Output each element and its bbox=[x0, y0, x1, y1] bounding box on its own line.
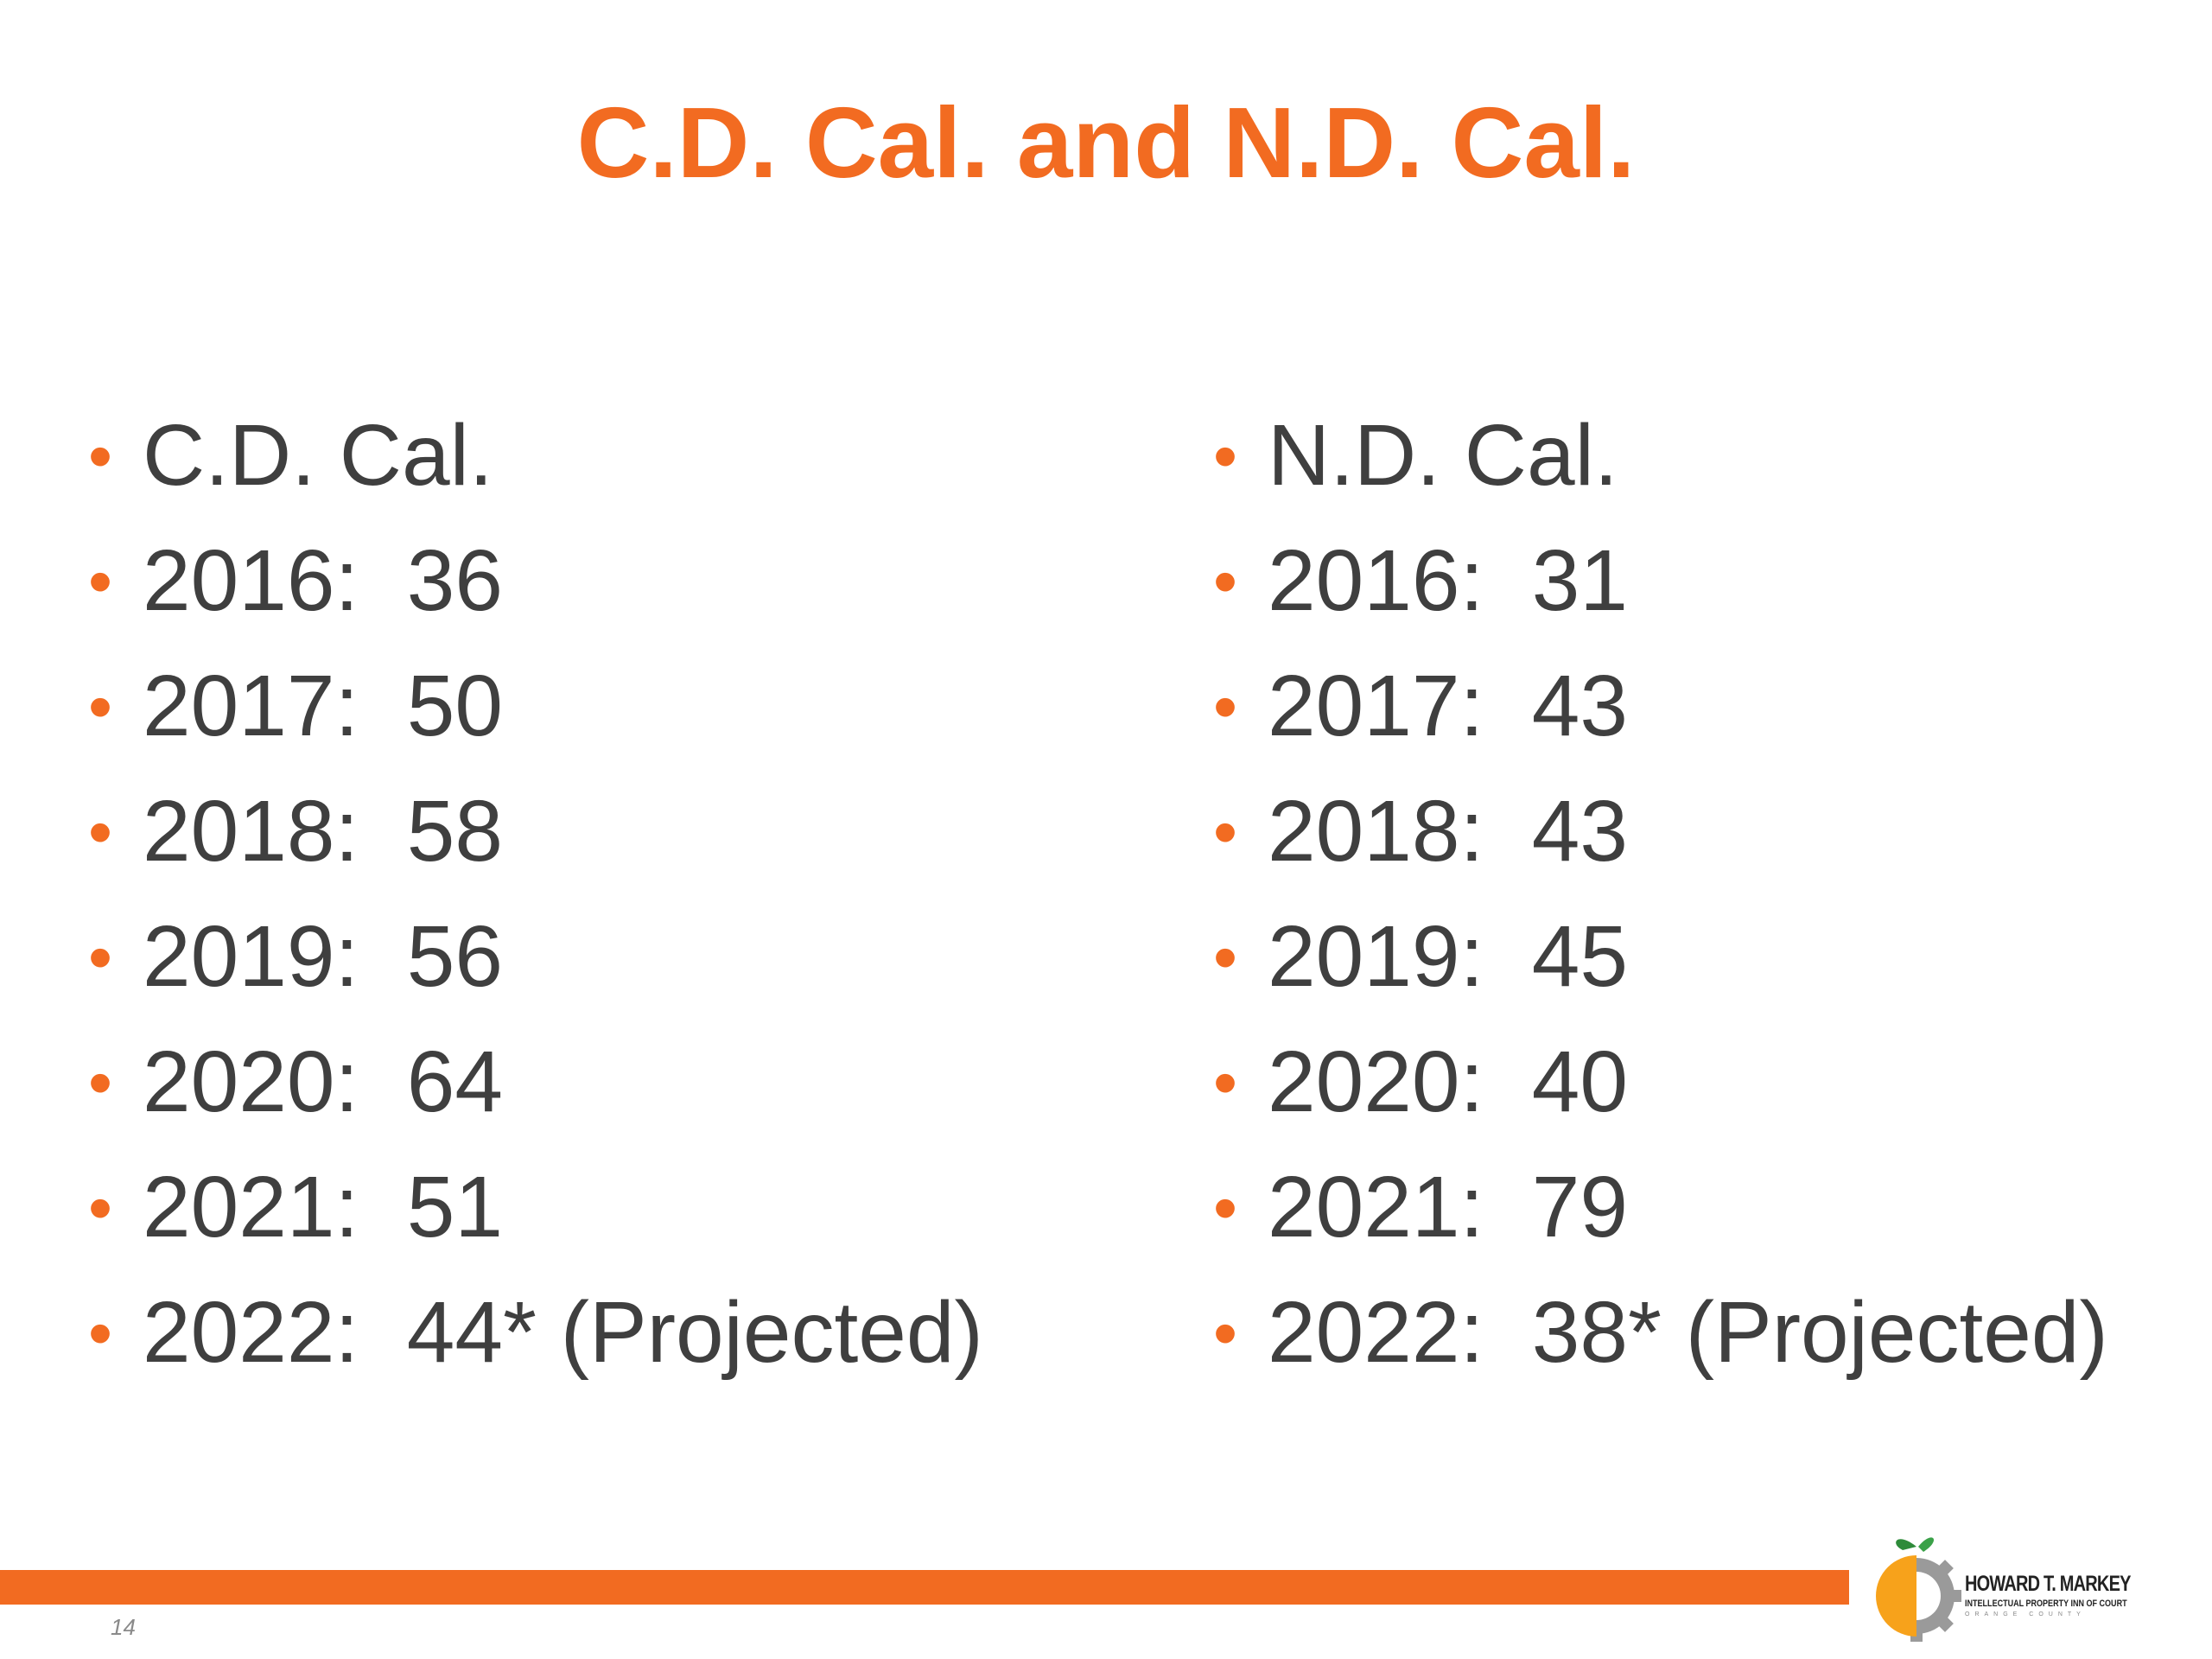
bullet-item: 2017: 43 bbox=[1213, 644, 2108, 769]
logo: HOWARD T. MARKEY INTELLECTUAL PROPERTY I… bbox=[1863, 1522, 2157, 1643]
bullet-item: N.D. Cal. bbox=[1213, 393, 2108, 518]
bullet-item: 2019: 45 bbox=[1213, 894, 2108, 1020]
footer-bar bbox=[0, 1570, 1849, 1605]
bullet-item: 2021: 51 bbox=[88, 1145, 983, 1270]
bullet-item: 2016: 36 bbox=[88, 518, 983, 644]
page-number: 14 bbox=[111, 1614, 136, 1640]
bullet-item: 2018: 58 bbox=[88, 769, 983, 894]
bullet-item: 2020: 40 bbox=[1213, 1020, 2108, 1145]
bullet-item: 2018: 43 bbox=[1213, 769, 2108, 894]
logo-icon bbox=[1876, 1537, 1961, 1642]
bullet-item: C.D. Cal. bbox=[88, 393, 983, 518]
bullet-list: N.D. Cal.2016: 312017: 432018: 432019: 4… bbox=[1213, 393, 2108, 1395]
bullet-item: 2017: 50 bbox=[88, 644, 983, 769]
slide-title: C.D. Cal. and N.D. Cal. bbox=[576, 86, 1636, 199]
bullet-item: 2019: 56 bbox=[88, 894, 983, 1020]
bullet-item: 2016: 31 bbox=[1213, 518, 2108, 644]
logo-subtitle: INTELLECTUAL PROPERTY INN OF COURT bbox=[1965, 1599, 2127, 1609]
bullet-item: 2022: 38* (Projected) bbox=[1213, 1270, 2108, 1395]
bullet-list: C.D. Cal.2016: 362017: 502018: 582019: 5… bbox=[88, 393, 983, 1395]
bullet-item: 2021: 79 bbox=[1213, 1145, 2108, 1270]
bullet-item: 2022: 44* (Projected) bbox=[88, 1270, 983, 1395]
logo-region: ORANGE COUNTY bbox=[1965, 1611, 2086, 1618]
logo-name: HOWARD T. MARKEY bbox=[1965, 1572, 2131, 1596]
bullet-item: 2020: 64 bbox=[88, 1020, 983, 1145]
